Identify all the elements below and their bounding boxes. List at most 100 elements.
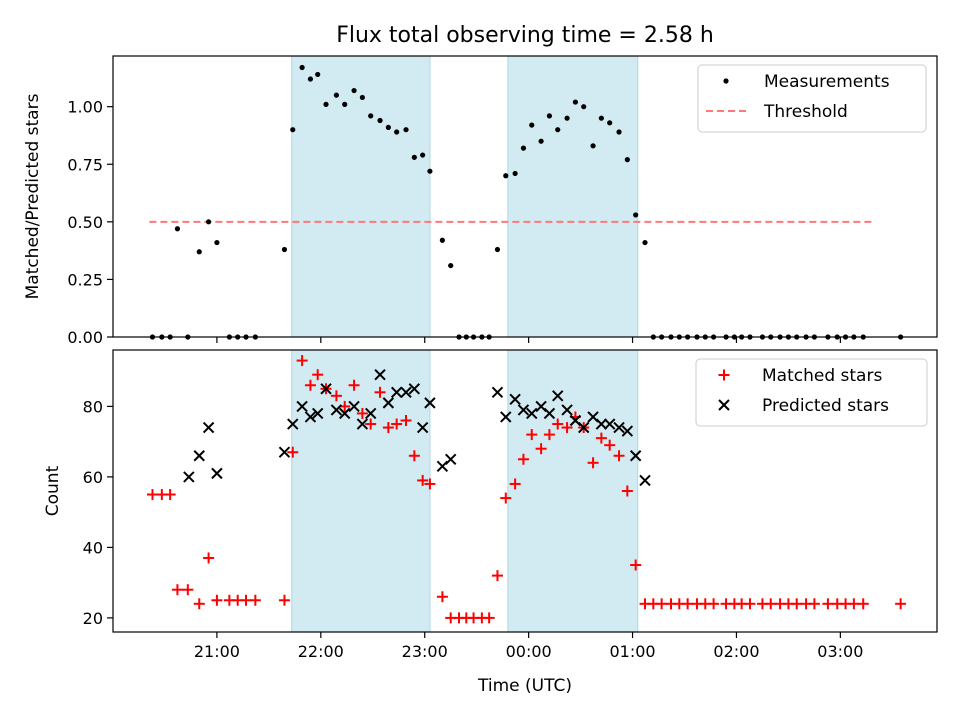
matched-star-marker [613, 450, 625, 462]
measurement-point [607, 120, 613, 126]
matched-star-marker [391, 418, 403, 430]
matched-star-marker [146, 489, 158, 501]
matched-star-marker [630, 559, 642, 571]
matched-star-marker [791, 598, 803, 610]
measurement-point [529, 122, 535, 128]
predicted-star-marker [603, 418, 616, 430]
predicted-star-marker-b [382, 397, 395, 409]
measurement-point [323, 101, 329, 107]
legend-label: Predicted stars [762, 396, 889, 416]
predicted-star-marker [202, 421, 215, 434]
predicted-star-marker-b [621, 425, 634, 437]
matched-star-marker [374, 386, 386, 398]
predicted-star-marker-b [578, 421, 590, 434]
measurement-point [299, 64, 305, 71]
matched-star-marker [382, 422, 394, 434]
matched-star-marker [552, 418, 564, 430]
predicted-star-marker-b [339, 407, 351, 420]
predicted-star-marker [211, 467, 223, 480]
matched-star-marker [278, 594, 290, 606]
matched-star-marker [304, 379, 316, 391]
predicted-star-marker [526, 407, 538, 420]
predicted-star-marker [444, 453, 457, 465]
measurement-point [420, 152, 426, 158]
y-tick-label: 0.50 [67, 213, 103, 232]
predicted-star-marker [629, 450, 642, 462]
predicted-star-marker [193, 450, 205, 462]
measurement-point [214, 239, 220, 246]
matched-star-marker [249, 594, 261, 606]
matched-star-marker [240, 594, 252, 606]
measurement-point [359, 94, 365, 101]
matched-star-marker [895, 598, 907, 610]
measurement-point [439, 237, 445, 243]
predicted-star-marker-b [374, 368, 386, 381]
plot-frame [112, 55, 938, 338]
measurement-point [633, 212, 639, 218]
predicted-star-marker-b [543, 407, 556, 420]
predicted-star-marker [330, 404, 343, 416]
y-tick-label: 0.25 [67, 270, 103, 289]
legend-box [697, 64, 927, 133]
predicted-star-marker-b [202, 421, 215, 434]
matched-star-marker [543, 429, 555, 441]
predicted-star-marker-b [444, 453, 457, 465]
predicted-star-marker-b [311, 407, 324, 420]
measurement-point [538, 138, 544, 144]
matched-star-marker [526, 429, 538, 441]
predicted-star-marker-b [595, 418, 608, 430]
y-axis-label: Count [43, 465, 63, 516]
measurement-point [624, 157, 630, 163]
predicted-star-marker-b [509, 393, 521, 406]
legend-predicted-swatch [718, 399, 730, 411]
y-tick-label: 40 [83, 538, 103, 557]
matched-star-marker [203, 552, 215, 564]
matched-star-marker [287, 446, 299, 458]
predicted-star-marker [416, 421, 429, 434]
measurement-point [333, 92, 340, 98]
y-tick-label: 0.00 [67, 328, 103, 347]
matched-star-marker [857, 598, 869, 610]
predicted-star-marker [382, 397, 395, 409]
predicted-star-marker-b [517, 404, 530, 416]
predicted-star-marker [491, 386, 504, 399]
predicted-star-marker-b [211, 467, 223, 480]
predicted-star-marker [390, 386, 403, 399]
predicted-star-marker [400, 386, 412, 399]
measurement-point [503, 173, 509, 179]
matched-star-marker [365, 418, 377, 430]
y-tick-label: 20 [83, 609, 103, 628]
predicted-star-marker-b [416, 421, 429, 434]
measurement-point [564, 115, 570, 121]
matched-star-marker [436, 591, 448, 603]
matched-star-marker [483, 612, 495, 624]
measurement-point [572, 99, 578, 105]
measurement-point [290, 127, 296, 133]
predicted-star-marker-b [320, 383, 332, 395]
predicted-star-marker-b [304, 411, 317, 423]
predicted-star-marker [348, 400, 360, 413]
predicted-star-marker-b [500, 411, 512, 423]
matched-star-marker [491, 570, 503, 582]
predicted-star-marker [304, 411, 317, 423]
predicted-star-marker [356, 418, 369, 430]
measurement-point [394, 129, 400, 135]
observing-interval-span [291, 55, 431, 338]
matched-star-marker [182, 584, 194, 596]
predicted-star-marker-b [424, 397, 436, 409]
predicted-star-marker [578, 421, 590, 434]
measurement-point [196, 249, 202, 255]
x-tick-label: 00:00 [506, 642, 552, 661]
predicted-star-marker [364, 407, 377, 420]
matched-star-marker [708, 598, 720, 610]
measurement-point [494, 246, 501, 253]
predicted-star-marker-b [193, 450, 205, 462]
x-tick-label: 22:00 [298, 642, 344, 661]
matched-star-marker [535, 443, 547, 455]
x-tick-label: 21:00 [194, 642, 240, 661]
predicted-star-marker [500, 411, 512, 423]
matched-star-marker [561, 422, 573, 434]
predicted-star-marker [613, 421, 625, 434]
observing-interval-span [507, 349, 639, 633]
measurement-point [448, 262, 454, 269]
